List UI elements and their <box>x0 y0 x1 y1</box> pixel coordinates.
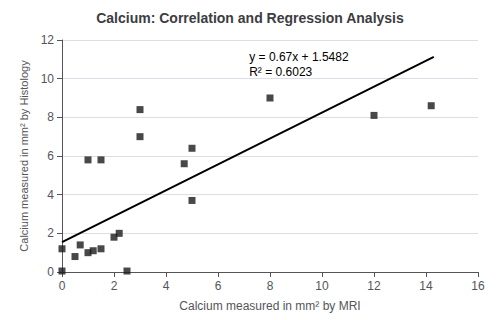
svg-text:14: 14 <box>419 279 433 293</box>
svg-text:12: 12 <box>367 279 381 293</box>
svg-text:0: 0 <box>59 279 66 293</box>
svg-text:R² = 0.6023: R² = 0.6023 <box>249 65 312 79</box>
svg-text:2: 2 <box>47 226 54 240</box>
svg-text:6: 6 <box>215 279 222 293</box>
svg-text:8: 8 <box>47 110 54 124</box>
svg-text:0: 0 <box>47 265 54 279</box>
svg-text:Calcium measured in mm² by His: Calcium measured in mm² by Histology <box>18 60 30 252</box>
svg-text:Calcium measured in mm² by MRI: Calcium measured in mm² by MRI <box>179 299 360 313</box>
svg-text:6: 6 <box>47 149 54 163</box>
svg-text:4: 4 <box>163 279 170 293</box>
svg-text:Calcium: Correlation and Regre: Calcium: Correlation and Regression Anal… <box>96 10 404 26</box>
svg-text:y = 0.67x + 1.5482: y = 0.67x + 1.5482 <box>249 50 349 64</box>
svg-text:4: 4 <box>47 188 54 202</box>
svg-text:2: 2 <box>111 279 118 293</box>
svg-text:10: 10 <box>41 72 55 86</box>
svg-text:16: 16 <box>471 279 485 293</box>
svg-text:10: 10 <box>315 279 329 293</box>
svg-text:8: 8 <box>267 279 274 293</box>
svg-text:12: 12 <box>41 33 55 47</box>
